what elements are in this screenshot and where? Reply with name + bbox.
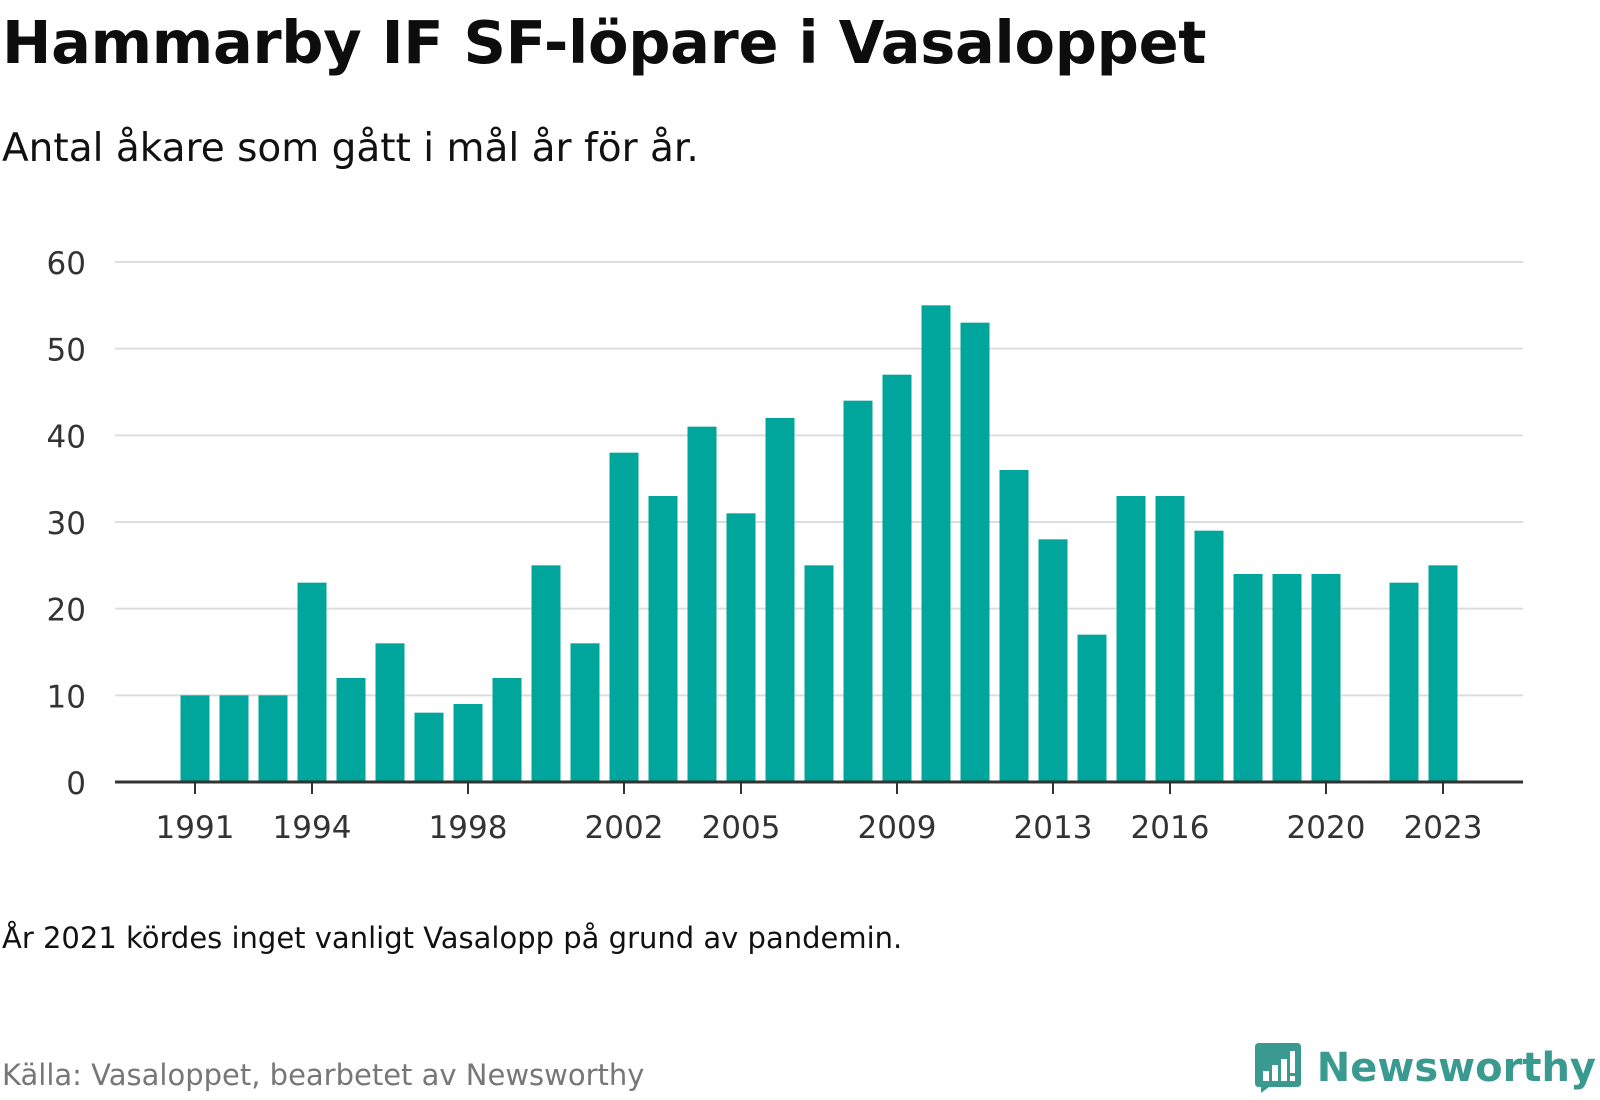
bar (492, 678, 522, 782)
y-tick-label: 30 (47, 506, 86, 542)
bar (1311, 574, 1341, 782)
brand-logo: Newsworthy (1253, 1043, 1596, 1093)
y-tick-label: 60 (47, 246, 86, 282)
source-credit: Källa: Vasaloppet, bearbetet av Newswort… (2, 1058, 645, 1092)
x-tick-label: 1991 (156, 810, 235, 846)
bar (687, 426, 717, 782)
x-tick-label: 2013 (1014, 810, 1093, 846)
bar (1389, 582, 1419, 782)
y-tick-label: 10 (47, 679, 86, 715)
bar (1077, 634, 1107, 782)
x-tick-label: 1994 (273, 810, 352, 846)
x-tick-label: 2020 (1287, 810, 1366, 846)
y-tick-label: 0 (66, 766, 86, 802)
bar-chart: 0 10 20 30 40 50 60 1991 1994 1998 2002 2005 2009 20… (47, 246, 1523, 846)
bar (999, 470, 1029, 782)
brand-name: Newsworthy (1316, 1045, 1596, 1091)
bar (765, 418, 795, 782)
y-axis-ticks: 0 10 20 30 40 50 60 (47, 246, 86, 802)
x-tick-label: 2023 (1404, 810, 1483, 846)
bar (804, 565, 834, 782)
y-tick-label: 40 (47, 419, 86, 455)
x-tick-label: 2009 (858, 810, 937, 846)
bar (1155, 496, 1185, 782)
bar (258, 695, 288, 782)
bar (297, 582, 327, 782)
chart-title: Hammarby IF SF-löpare i Vasaloppet (2, 8, 1207, 77)
bar (921, 305, 951, 782)
bar (531, 565, 561, 782)
bar (570, 643, 600, 782)
chart-footnote: År 2021 kördes inget vanligt Vasalopp på… (2, 921, 903, 955)
bar (414, 712, 444, 782)
bar (609, 452, 639, 782)
x-tick-label: 1998 (429, 810, 508, 846)
bar (375, 643, 405, 782)
y-tick-label: 20 (47, 593, 86, 629)
y-tick-label: 50 (47, 333, 86, 369)
bar (1272, 574, 1302, 782)
x-tick-label: 2002 (585, 810, 664, 846)
x-axis-ticks: 1991 1994 1998 2002 2005 2009 2013 2016 2020 2023 (156, 782, 1483, 846)
bar-chart-speech-bubble-icon (1254, 1043, 1301, 1093)
bar (1428, 565, 1458, 782)
bar (336, 678, 366, 782)
x-tick-label: 2005 (702, 810, 781, 846)
chart-subtitle: Antal åkare som gått i mål år för år. (2, 126, 699, 171)
bar (1038, 539, 1068, 782)
bar (843, 400, 873, 782)
bar (1116, 496, 1146, 782)
bars (180, 305, 1458, 782)
bar (1233, 574, 1263, 782)
bar (1194, 530, 1224, 782)
bar (648, 496, 678, 782)
bar (180, 695, 210, 782)
bar (726, 513, 756, 782)
x-tick-label: 2016 (1131, 810, 1210, 846)
bar (219, 695, 249, 782)
bar (453, 704, 483, 782)
bar (960, 322, 990, 782)
bar (882, 374, 912, 782)
